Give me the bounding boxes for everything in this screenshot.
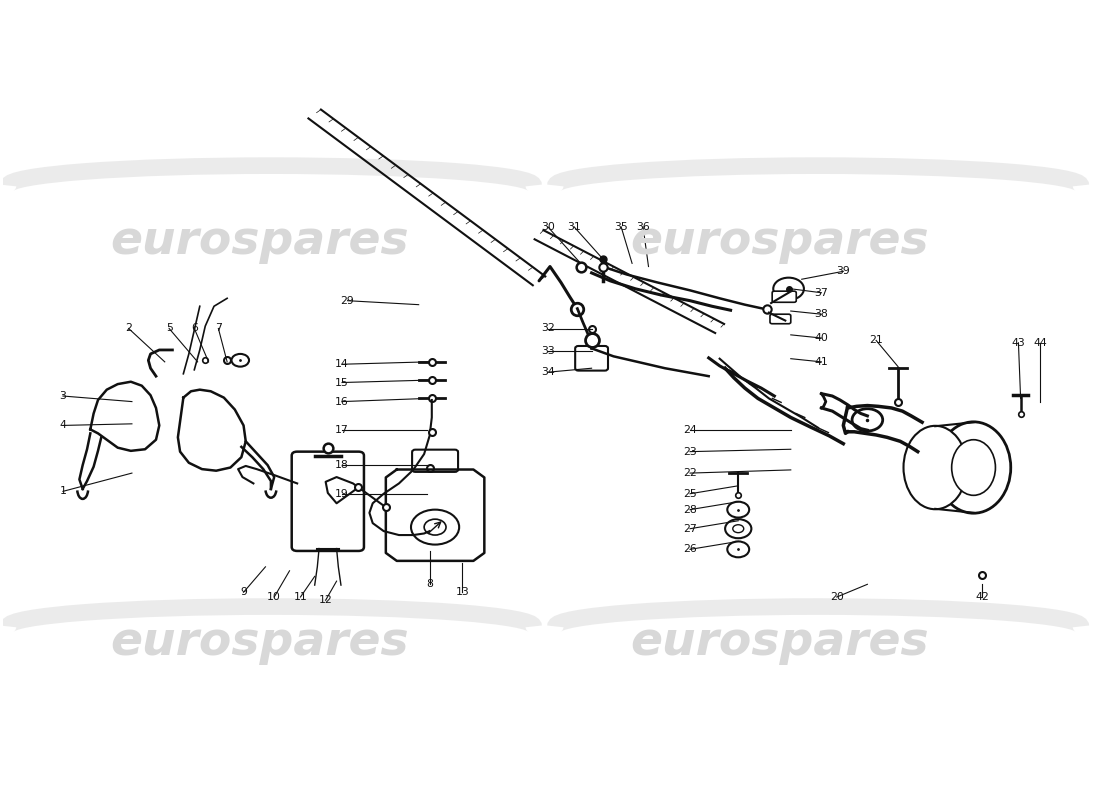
Text: 9: 9: [240, 587, 248, 598]
Text: 26: 26: [683, 544, 697, 554]
Text: 22: 22: [683, 468, 697, 478]
Text: 2: 2: [125, 323, 132, 334]
Circle shape: [852, 409, 882, 431]
Circle shape: [773, 278, 804, 300]
Text: 36: 36: [636, 222, 650, 232]
Text: 38: 38: [814, 309, 828, 319]
Circle shape: [411, 510, 459, 545]
Text: eurospares: eurospares: [111, 218, 409, 264]
Text: 25: 25: [683, 489, 697, 498]
Text: 29: 29: [341, 296, 354, 306]
Circle shape: [727, 502, 749, 518]
Text: 6: 6: [191, 323, 198, 334]
Text: 23: 23: [683, 446, 697, 457]
Circle shape: [727, 542, 749, 558]
Text: 11: 11: [294, 592, 307, 602]
Text: 14: 14: [336, 359, 349, 370]
Text: eurospares: eurospares: [630, 620, 930, 665]
Text: 40: 40: [814, 333, 828, 343]
Circle shape: [425, 519, 446, 535]
FancyBboxPatch shape: [772, 291, 796, 302]
Text: 18: 18: [336, 460, 349, 470]
Text: 42: 42: [976, 592, 989, 602]
Ellipse shape: [936, 422, 1011, 514]
Text: 8: 8: [426, 579, 433, 590]
Text: 15: 15: [336, 378, 349, 387]
FancyBboxPatch shape: [575, 346, 608, 370]
Text: 43: 43: [1012, 338, 1025, 348]
Text: 5: 5: [166, 323, 173, 334]
Text: 7: 7: [214, 323, 222, 334]
FancyBboxPatch shape: [770, 314, 791, 324]
Text: 31: 31: [568, 222, 581, 232]
FancyBboxPatch shape: [292, 452, 364, 551]
Circle shape: [733, 525, 744, 533]
Text: 30: 30: [541, 222, 554, 232]
Text: 12: 12: [319, 595, 332, 605]
Text: 3: 3: [59, 391, 66, 401]
Text: 1: 1: [59, 486, 66, 496]
Text: 39: 39: [836, 266, 850, 276]
Text: 13: 13: [455, 587, 470, 598]
Text: eurospares: eurospares: [630, 218, 930, 264]
Text: 16: 16: [336, 397, 349, 406]
Text: 28: 28: [683, 505, 697, 514]
Text: 4: 4: [59, 421, 66, 430]
Text: 35: 35: [614, 222, 628, 232]
Text: 27: 27: [683, 524, 697, 534]
Ellipse shape: [952, 440, 996, 495]
Text: 41: 41: [814, 357, 828, 367]
Text: 44: 44: [1033, 338, 1047, 348]
Text: 37: 37: [814, 288, 828, 298]
Ellipse shape: [903, 426, 967, 510]
Text: 17: 17: [336, 425, 349, 435]
FancyBboxPatch shape: [412, 450, 458, 472]
Text: 10: 10: [267, 592, 282, 602]
Text: 24: 24: [683, 425, 697, 435]
Text: 20: 20: [829, 592, 844, 602]
Circle shape: [725, 519, 751, 538]
Text: 32: 32: [541, 323, 554, 334]
Text: 33: 33: [541, 346, 554, 356]
Text: 34: 34: [541, 367, 554, 377]
Text: 19: 19: [336, 489, 349, 498]
Text: 21: 21: [869, 335, 883, 346]
Circle shape: [231, 354, 249, 366]
Text: eurospares: eurospares: [111, 620, 409, 665]
